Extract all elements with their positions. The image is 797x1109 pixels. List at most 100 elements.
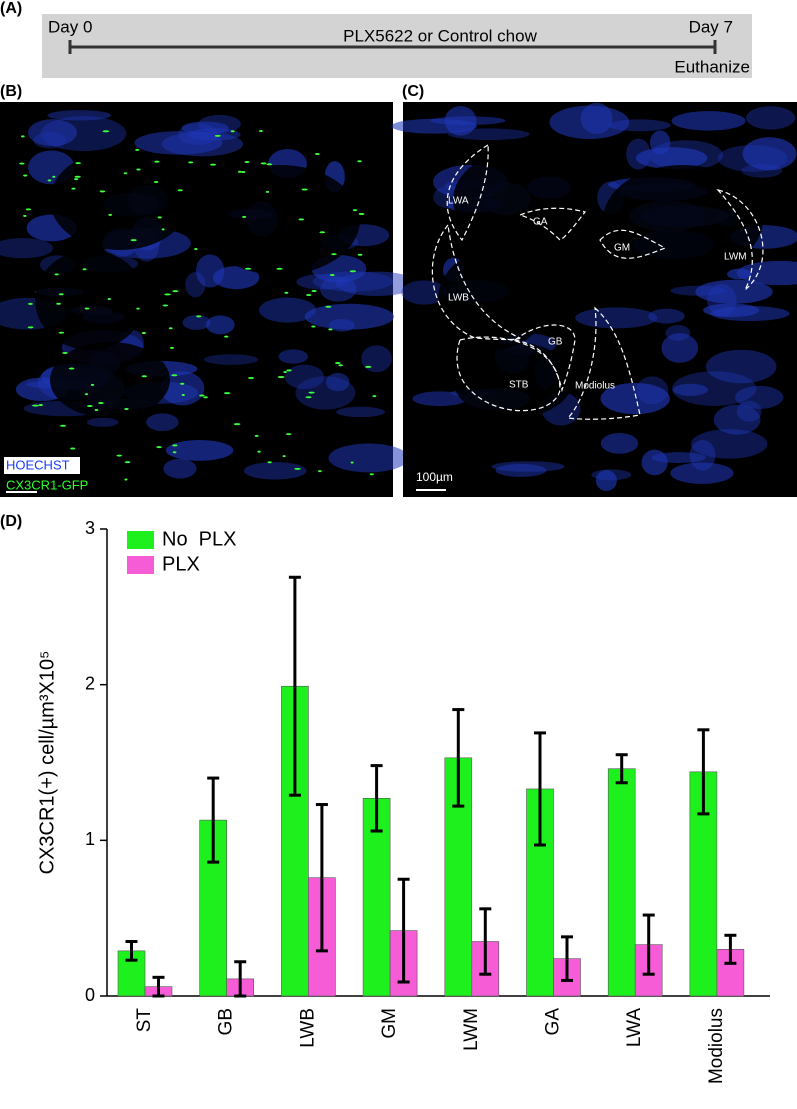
error-bar xyxy=(315,803,328,953)
tissue xyxy=(401,280,448,305)
tissue xyxy=(320,276,357,302)
cavity xyxy=(35,250,145,350)
gfp-cell xyxy=(301,188,308,191)
region-outline xyxy=(566,306,641,420)
gfp-cell xyxy=(141,375,147,378)
gfp-cell xyxy=(130,239,137,242)
gfp-cell xyxy=(156,446,162,449)
gfp-cell xyxy=(276,267,283,270)
panel-label: (C) xyxy=(402,83,424,100)
tissue xyxy=(591,469,632,481)
tissue xyxy=(188,128,241,141)
gfp-cell xyxy=(62,351,68,354)
cavity xyxy=(438,250,548,350)
gfp-cell xyxy=(90,383,95,386)
gfp-cell xyxy=(237,170,242,173)
tissue xyxy=(295,376,356,410)
gfp-cell xyxy=(169,346,174,349)
legend-label: PLX xyxy=(162,553,200,575)
gfp-cell xyxy=(199,394,205,397)
region-outlines xyxy=(431,143,764,420)
error-bar xyxy=(397,877,410,984)
gfp-cell xyxy=(180,382,185,385)
error-bar xyxy=(724,933,737,965)
gfp-cell xyxy=(357,253,363,256)
gfp-cell xyxy=(277,375,285,378)
x-tick-label: LWA xyxy=(624,1008,645,1047)
error-bar xyxy=(697,728,710,816)
tissue xyxy=(447,128,530,141)
tissue xyxy=(703,303,760,318)
tissue xyxy=(641,449,668,476)
gfp-cell xyxy=(124,461,131,464)
gfp-cell xyxy=(71,187,76,190)
gfp-cell xyxy=(282,455,286,458)
gfp-cell xyxy=(168,327,173,330)
tissue xyxy=(278,349,308,364)
gfp-cell xyxy=(285,433,292,436)
gfp-cell xyxy=(19,162,25,165)
y-tick-label: 2 xyxy=(85,673,95,693)
gfp-cell xyxy=(254,434,259,437)
tissue xyxy=(163,458,197,479)
x-tick-label: GM xyxy=(379,1008,400,1039)
gfp-cell xyxy=(350,461,354,464)
tissue xyxy=(444,106,477,136)
tissue xyxy=(595,470,617,491)
region-outline xyxy=(716,188,764,291)
gfp-cell xyxy=(260,162,267,165)
x-tick-label: GB xyxy=(216,1008,237,1035)
error-bar xyxy=(561,935,573,982)
error-bar xyxy=(207,776,220,864)
gfp-cell xyxy=(331,253,337,256)
tissue xyxy=(746,106,796,130)
tissue xyxy=(580,102,613,135)
gfp-cell xyxy=(172,444,178,447)
error-bar xyxy=(534,731,546,847)
cavity xyxy=(603,165,763,275)
gfp-cell xyxy=(188,161,194,164)
gfp-cell xyxy=(284,291,289,294)
tissue xyxy=(600,382,670,415)
y-tick-label: 3 xyxy=(85,518,95,538)
tissue xyxy=(195,254,225,288)
tissue xyxy=(736,260,797,286)
gfp-cell xyxy=(107,298,111,301)
tissue xyxy=(575,307,658,329)
gfp-cell xyxy=(223,392,231,395)
timeline-treatment: PLX5622 or Control chow xyxy=(343,26,537,45)
gfp-cell xyxy=(54,273,59,276)
tissue xyxy=(325,372,350,392)
micrograph xyxy=(391,102,797,497)
cavity xyxy=(453,342,573,418)
tissue xyxy=(304,303,394,330)
scale-label: 100µm xyxy=(416,470,453,484)
gfp-cell xyxy=(135,148,140,151)
gfp-cell xyxy=(349,270,357,273)
gfp-cell xyxy=(298,218,305,221)
gfp-cell xyxy=(116,454,122,457)
gfp-cell xyxy=(32,404,40,407)
error-bar xyxy=(125,940,138,962)
gfp-cell xyxy=(102,130,110,133)
tissue xyxy=(203,354,259,365)
tissue xyxy=(165,439,234,461)
gfp-cell xyxy=(372,395,377,398)
tissue xyxy=(600,433,639,454)
gfp-cell xyxy=(328,328,333,331)
gfp-cell xyxy=(338,364,343,367)
panel-label: (D) xyxy=(0,513,22,530)
gfp-cell xyxy=(58,331,65,334)
tissue xyxy=(412,391,467,407)
tissue xyxy=(735,385,784,409)
gfp-cell xyxy=(357,160,362,163)
gfp-cell xyxy=(364,365,372,368)
cavity xyxy=(200,165,360,275)
tissue xyxy=(670,285,727,296)
tissue xyxy=(185,271,206,298)
tissue xyxy=(28,119,77,147)
region-outline xyxy=(513,324,576,393)
tissue xyxy=(284,364,325,390)
gfp-cell xyxy=(369,473,374,476)
error-bar xyxy=(234,960,247,998)
